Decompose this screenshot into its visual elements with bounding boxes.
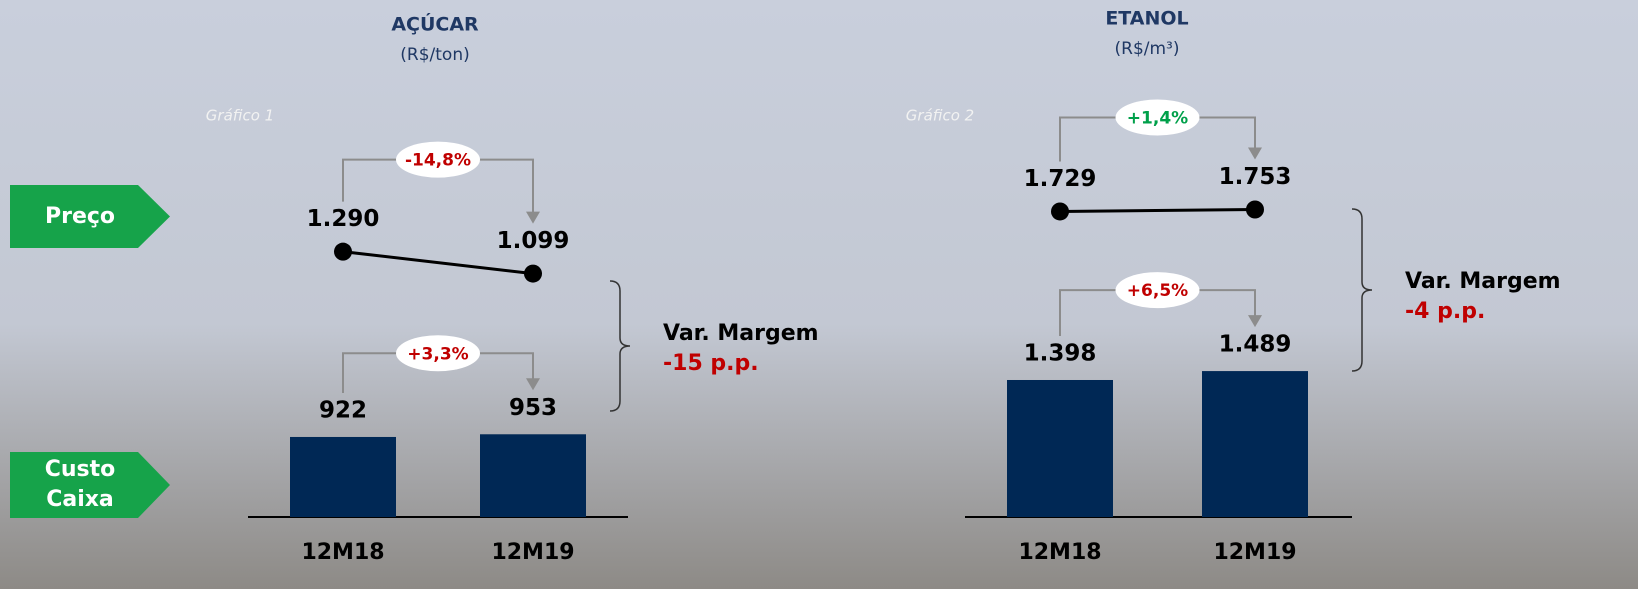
chart-title: AÇÚCAR — [391, 12, 479, 36]
cost-label: 953 — [509, 395, 557, 421]
price-point — [524, 264, 542, 283]
chart-subtitle: (R$/m³) — [1115, 39, 1180, 59]
price-label: 1.290 — [307, 206, 380, 232]
change-arrow — [526, 378, 540, 391]
change-label: +1,4% — [1127, 109, 1188, 129]
margin-brace — [609, 280, 631, 412]
change-pill — [1115, 99, 1200, 136]
change-arrow — [1248, 315, 1262, 328]
cost-bar — [1202, 371, 1308, 517]
change-pill — [396, 141, 480, 178]
price-line — [1059, 208, 1256, 213]
price-tag: Preço — [10, 185, 170, 248]
cost-label: 1.489 — [1219, 332, 1292, 358]
change-label: +3,3% — [407, 344, 468, 364]
chart-title: ETANOL — [1105, 8, 1188, 30]
price-point — [1051, 202, 1069, 221]
price-point — [334, 242, 352, 261]
cost-label: 922 — [319, 397, 367, 423]
price-label: 1.729 — [1024, 166, 1097, 192]
chart-subtitle: (R$/ton) — [400, 45, 469, 65]
change-arrow — [1248, 147, 1262, 160]
price-point — [1246, 200, 1264, 219]
x-tick-label: 12M19 — [491, 540, 574, 565]
price-line — [342, 250, 534, 276]
price-label: 1.099 — [497, 228, 570, 254]
cost-tag: Custo Caixa — [10, 452, 170, 518]
margin-value: -4 p.p. — [1405, 299, 1485, 324]
x-tick-label: 12M19 — [1213, 540, 1296, 565]
margin-title: Var. Margem — [1405, 269, 1561, 294]
margin-title: Var. Margem — [663, 321, 819, 346]
x-tick-label: 12M18 — [1018, 540, 1101, 565]
cost-label: 1.398 — [1024, 340, 1097, 366]
cost-bar — [480, 434, 586, 517]
chart-caption: Gráfico 1 — [206, 107, 274, 125]
change-pill — [1115, 272, 1200, 309]
cost-label: Custo Caixa — [44, 457, 116, 512]
margin-value: -15 p.p. — [663, 351, 759, 376]
change-arrow — [526, 211, 540, 224]
change-label: +6,5% — [1127, 281, 1188, 301]
change-pill — [396, 335, 480, 372]
cost-bar — [1007, 379, 1113, 517]
margin-brace — [1351, 208, 1373, 372]
cost-bar — [290, 436, 396, 517]
chart-caption: Gráfico 2 — [906, 107, 974, 125]
change-label: -14,8% — [405, 151, 471, 171]
price-label: Preço — [44, 203, 116, 229]
x-tick-label: 12M18 — [301, 540, 384, 565]
price-label: 1.753 — [1219, 164, 1292, 190]
